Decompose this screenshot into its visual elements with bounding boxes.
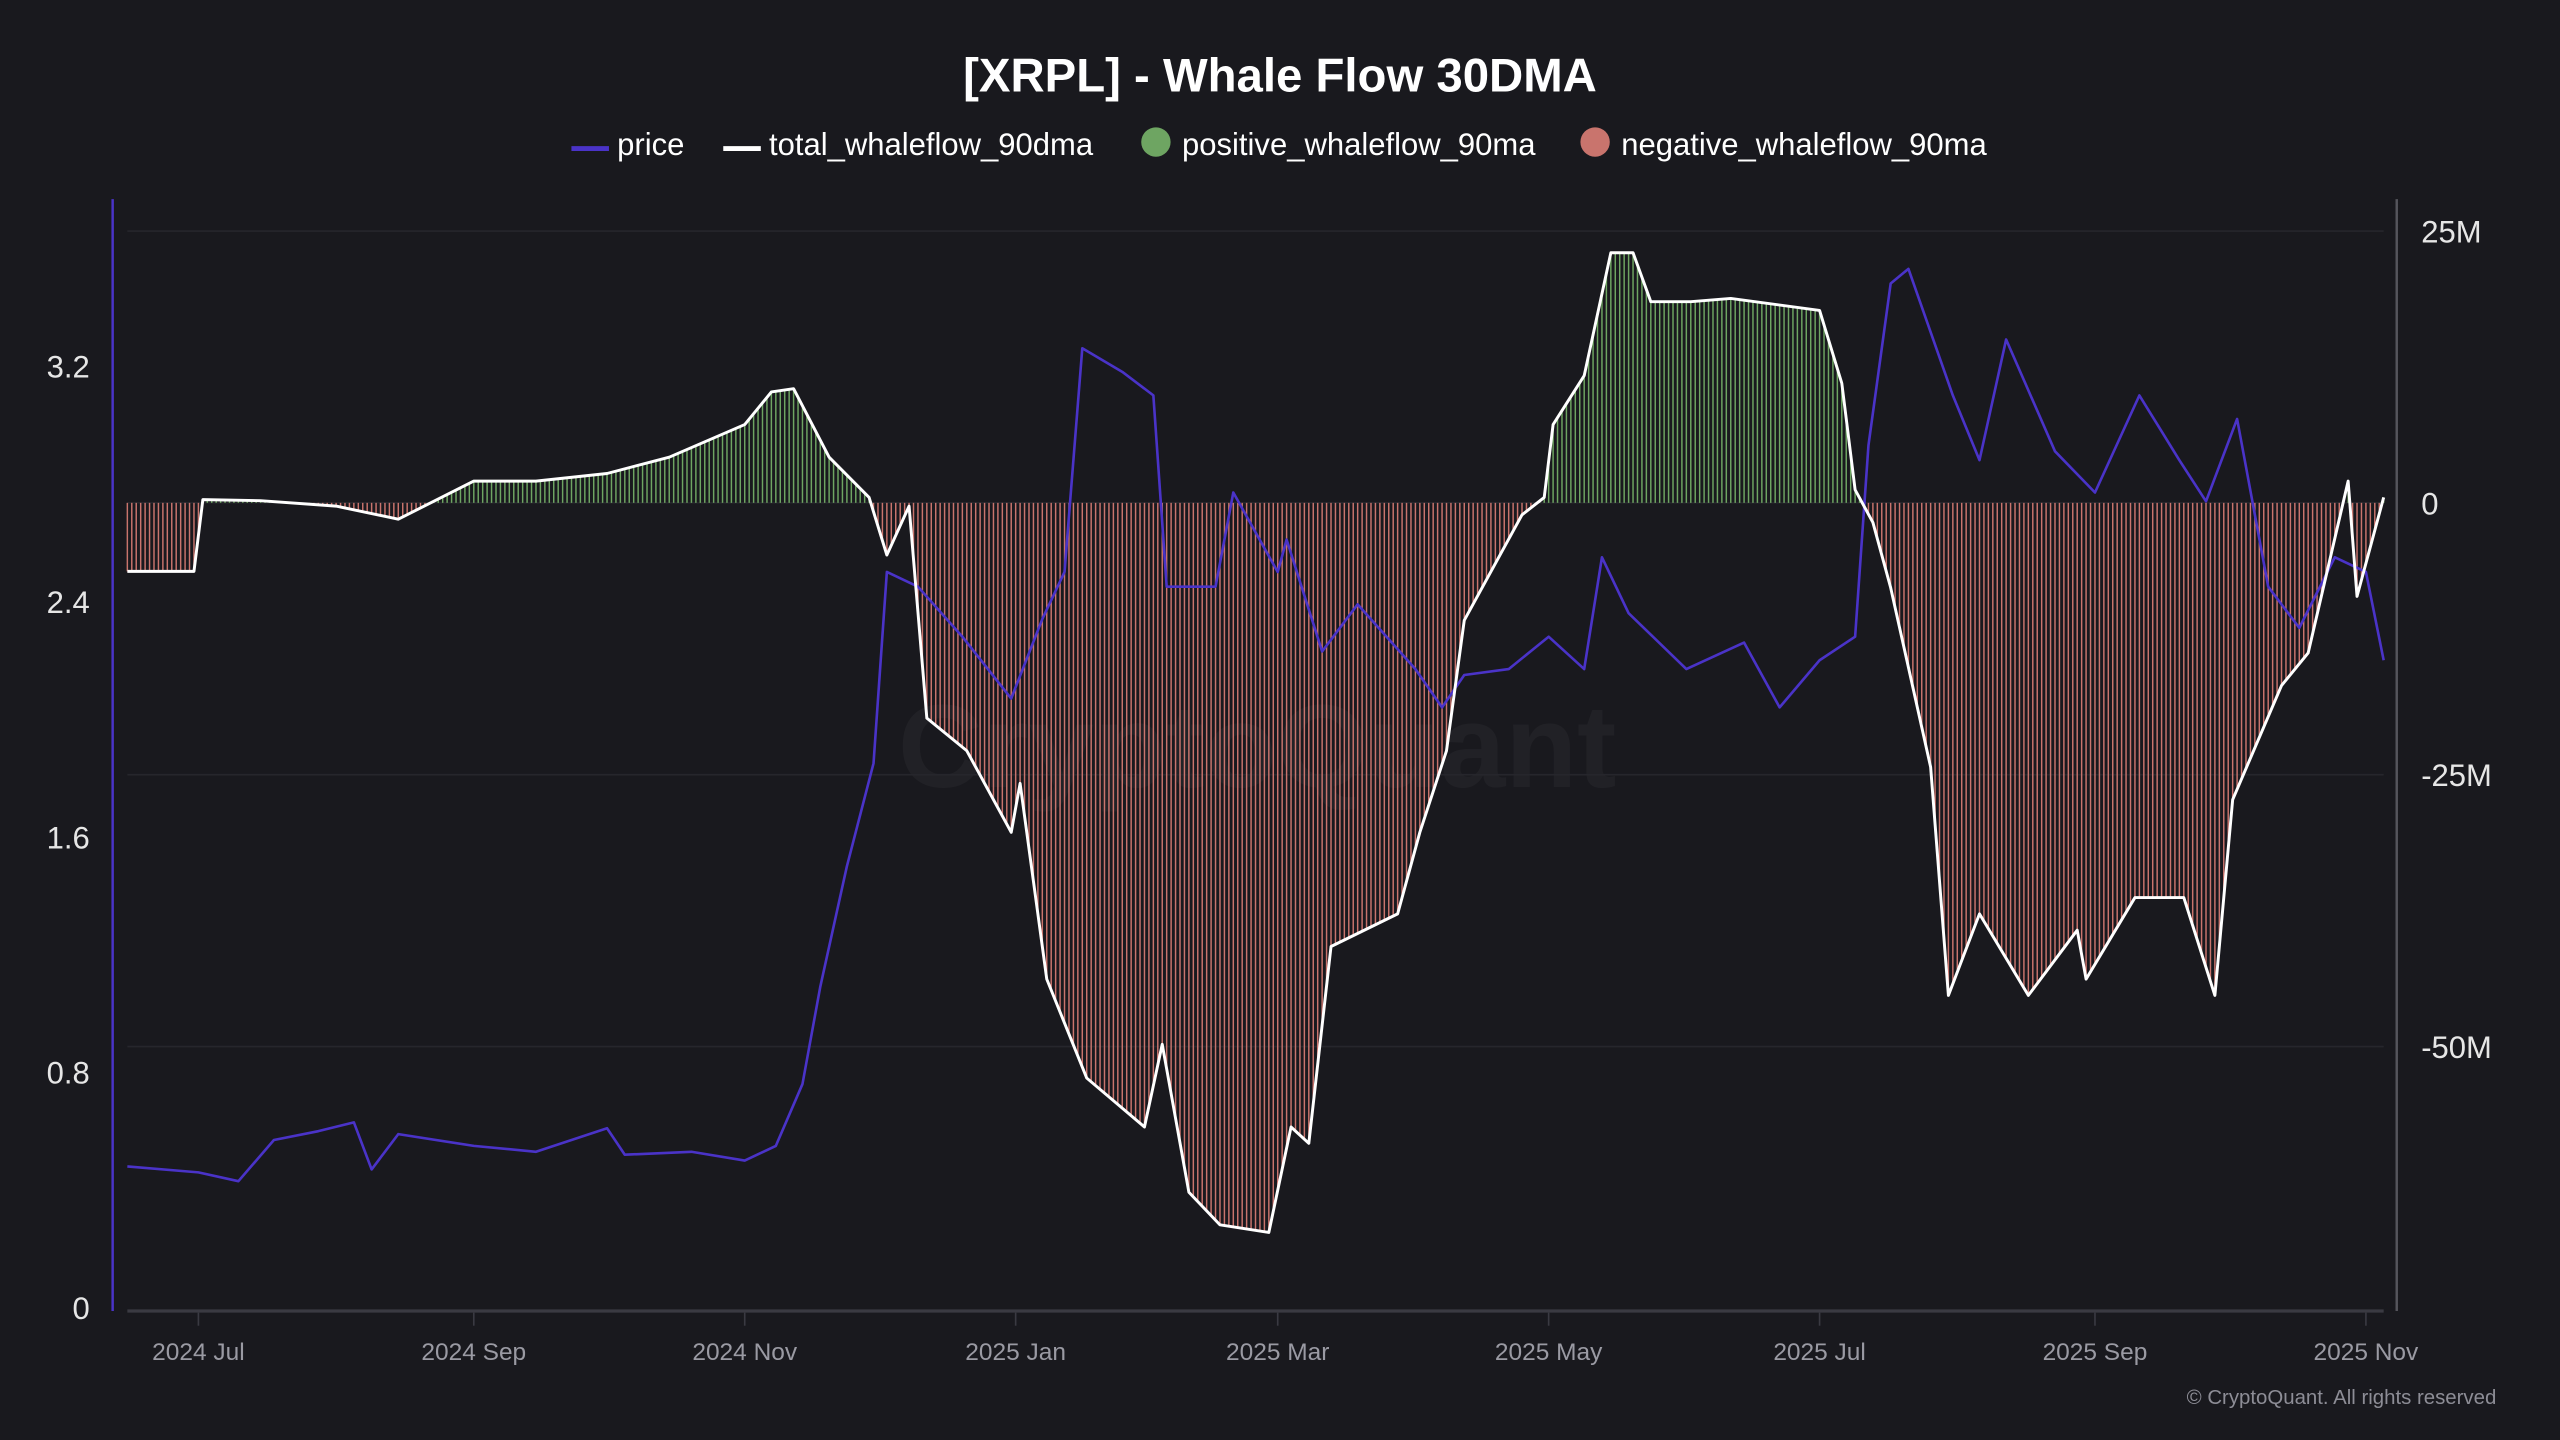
legend-total[interactable]: total_whaleflow_90dma — [769, 127, 1094, 162]
x-axis-tick-label: 2025 Mar — [1226, 1339, 1329, 1366]
x-axis-tick-label: 2024 Nov — [692, 1339, 798, 1366]
legend-positive[interactable]: positive_whaleflow_90ma — [1182, 127, 1536, 162]
legend-positive-swatch — [1141, 127, 1171, 157]
right-axis-tick-label: 25M — [2421, 214, 2481, 249]
left-axis-tick-label: 0 — [73, 1291, 90, 1326]
whaleflow-bars — [126, 252, 2385, 1233]
left-axis-tick-label: 2.4 — [47, 585, 90, 620]
copyright: © CryptoQuant. All rights reserved — [2187, 1387, 2497, 1409]
legend: price total_whaleflow_90dma positive_wha… — [571, 127, 1988, 162]
series-lines — [127, 251, 2386, 1234]
chart-title: [XRPL] - Whale Flow 30DMA — [963, 49, 1597, 102]
right-axis-tick-label: -50M — [2421, 1030, 2492, 1065]
right-axis-tick-label: 0 — [2421, 486, 2438, 521]
legend-price[interactable]: price — [617, 127, 684, 162]
x-axis-tick-label: 2025 Jan — [965, 1339, 1066, 1366]
legend-negative-swatch — [1580, 127, 1610, 157]
legend-negative[interactable]: negative_whaleflow_90ma — [1621, 127, 1987, 162]
price-line — [127, 267, 2385, 1183]
x-axis-tick-label: 2025 May — [1495, 1339, 1603, 1366]
right-axis-tick-label: -25M — [2421, 758, 2492, 793]
total-whaleflow-line — [127, 251, 2386, 1234]
left-axis-tick-label: 1.6 — [47, 820, 90, 855]
x-axis-tick-label: 2025 Sep — [2043, 1339, 2148, 1366]
watermark: CryptoQuant — [898, 681, 1616, 812]
x-axis-tick-label: 2025 Nov — [2314, 1339, 2420, 1366]
x-axis-tick-label: 2024 Jul — [152, 1339, 245, 1366]
left-axis-tick-label: 0.8 — [47, 1056, 90, 1091]
x-axis-tick-label: 2024 Sep — [421, 1339, 526, 1366]
left-axis-tick-label: 3.2 — [47, 349, 90, 384]
axes: 25M 0 -25M -50M 0 0.8 1.6 2.4 3.2 2024 Jul 2024 Se… — [47, 199, 2492, 1366]
x-axis-tick-label: 2025 Jul — [1773, 1339, 1866, 1366]
